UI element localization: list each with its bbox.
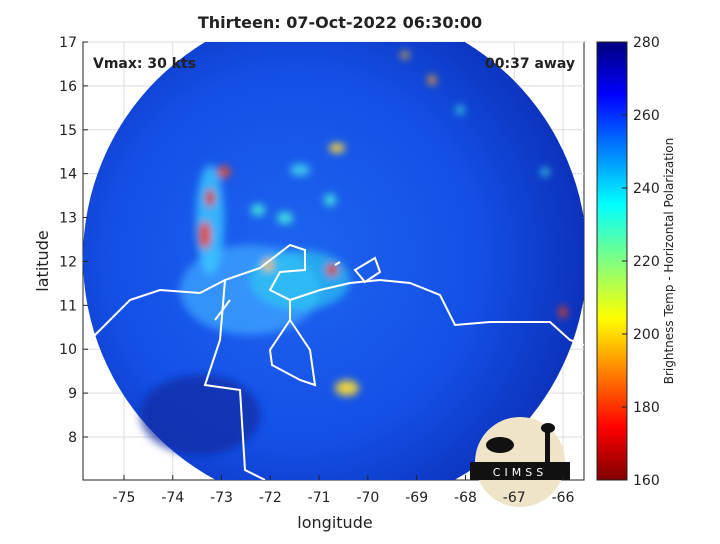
colorbar-tick-label: 260 (633, 108, 660, 124)
y-axis-label: latitude (33, 230, 52, 291)
x-tick-label: -73 (210, 490, 233, 506)
swath (83, 42, 584, 480)
y-tick-label: 17 (59, 35, 77, 51)
colorbar-tick-label: 160 (633, 473, 660, 489)
colorbar-tick-label: 240 (633, 181, 660, 197)
x-tick-label: -72 (259, 490, 282, 506)
colorbar-tick-label: 180 (633, 400, 660, 416)
x-tick-label: -71 (308, 490, 331, 506)
x-tick-label: -66 (552, 490, 575, 506)
y-tick-label: 11 (59, 298, 77, 314)
y-tick-label: 10 (59, 342, 77, 358)
logo-text: CIMSS (493, 466, 547, 479)
y-tick-label: 8 (68, 430, 77, 446)
y-tick-label: 13 (59, 211, 77, 227)
title: Thirteen: 07-Oct-2022 06:30:00 (198, 13, 482, 32)
distance-label: 00:37 away (485, 56, 575, 72)
colorbar-label: Brightness Temp - Horizontal Polarizatio… (662, 138, 676, 385)
x-axis-label: longitude (297, 513, 372, 532)
x-tick-label: -74 (161, 490, 184, 506)
logo: CIMSS (470, 417, 570, 507)
coastline (84, 243, 584, 480)
x-tick-label: -70 (356, 490, 379, 506)
colorbar-tick-label: 280 (633, 35, 660, 51)
x-tick-label: -75 (113, 490, 136, 506)
colorbar-tick-label: 220 (633, 254, 660, 270)
vmax-label: Vmax: 30 kts (93, 56, 196, 72)
features (140, 51, 567, 455)
y-tick-label: 15 (59, 123, 77, 139)
x-tick-label: -69 (405, 490, 428, 506)
y-tick-label: 14 (59, 167, 77, 183)
y-tick-label: 16 (59, 79, 77, 95)
x-tick-label: -68 (454, 490, 477, 506)
y-tick-label: 12 (59, 254, 77, 270)
colorbar-tick-label: 200 (633, 327, 660, 343)
y-tick-label: 9 (68, 386, 77, 402)
x-tick-label: -67 (503, 490, 526, 506)
